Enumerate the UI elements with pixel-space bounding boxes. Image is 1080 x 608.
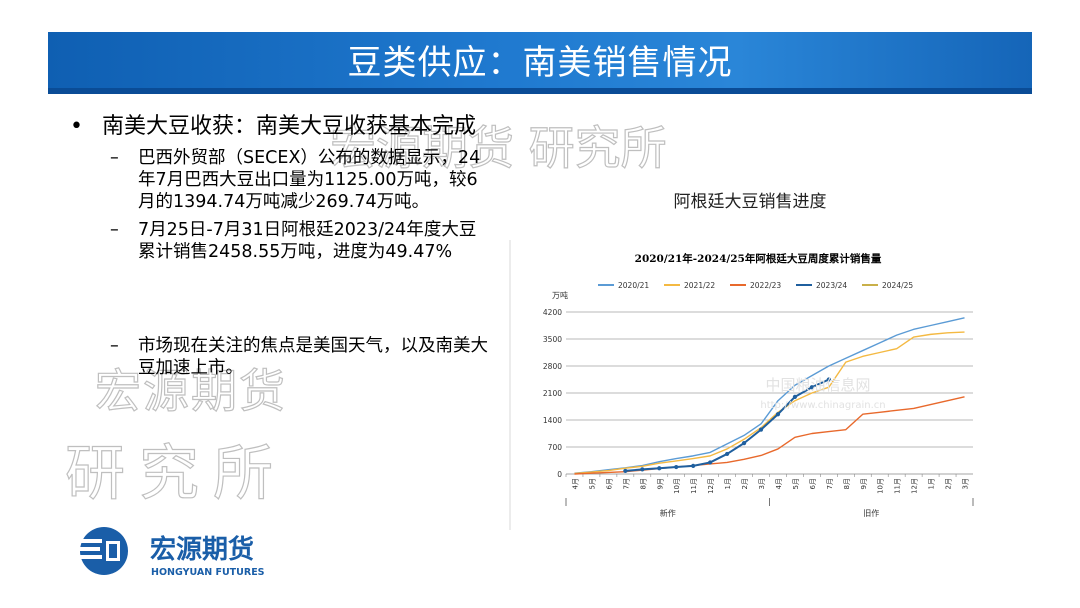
x-tick-label: 3月: [758, 478, 766, 489]
series-point: [775, 412, 781, 417]
x-tick-label: 8月: [639, 478, 647, 489]
x-tick-label: 5月: [792, 478, 800, 489]
logo-square-inner: [109, 544, 117, 558]
x-group-label: 新作: [660, 508, 676, 518]
series-line: [574, 317, 965, 474]
x-tick-label: 3月: [962, 478, 970, 489]
slide-title: 豆类供应：南美销售情况: [347, 43, 733, 83]
chart-legend: 2020/21 2021/22 2022/23 2023/24 2024/25: [598, 281, 913, 290]
series-point: [725, 451, 730, 457]
x-tick-label: 11月: [894, 478, 902, 494]
legend-label: 2020/21: [618, 281, 649, 290]
slide-header: 豆类供应：南美销售情况: [48, 32, 1032, 94]
bullet-item: • 南美大豆收获：南美大豆收获基本完成: [70, 112, 490, 141]
x-tick-label: 8月: [843, 478, 851, 489]
y-tick-label: 0: [557, 470, 562, 479]
series-point: [674, 464, 679, 470]
x-tick-label: 1月: [928, 478, 936, 489]
series-point: [623, 468, 628, 474]
series-point: [691, 463, 696, 468]
x-tick-label: 2月: [741, 478, 749, 489]
legend-label: 2022/23: [750, 281, 781, 290]
x-tick-label: 5月: [588, 478, 596, 489]
x-tick-label: 10月: [673, 478, 681, 494]
chart-title: 2020/21年-2024/25年阿根廷大豆周度累计销售量: [635, 252, 882, 265]
x-group-label: 旧作: [863, 508, 879, 518]
watermark-left-2: 研究所: [64, 438, 287, 509]
series-point: [741, 441, 747, 446]
y-tick-label: 2100: [543, 389, 562, 398]
x-tick-label: 2月: [945, 478, 953, 489]
series-point: [826, 377, 831, 382]
y-axis-ticks: 0 700 1400 2100 2800 3500 4200: [543, 308, 562, 479]
logo-stripe: [80, 547, 100, 551]
watermark-top: 宏源期货 研究所: [329, 120, 667, 175]
legend-label: 2023/24: [816, 281, 847, 290]
watermark-left-1: 宏源期货: [94, 363, 287, 418]
y-tick-label: 1400: [543, 416, 562, 425]
chart-watermark-brand: 中国粮油信息网: [765, 376, 870, 394]
sub-bullet-marker: –: [110, 148, 119, 168]
sub-bullet-item: – 7月25日-7月31日阿根廷2023/24年度大豆累计销售2458.55万吨…: [70, 219, 490, 263]
logo-cn-text: 宏源期货: [150, 534, 254, 565]
company-logo: 宏源期货 HONGYUAN FUTURES: [72, 525, 312, 581]
chart-caption: 阿根廷大豆销售进度: [673, 192, 827, 212]
x-tick-label: 1月: [724, 478, 732, 489]
sub-bullet-item: – 巴西外贸部（SECEX）公布的数据显示，24年7月巴西大豆出口量为1125.…: [70, 147, 490, 213]
series-point: [809, 385, 814, 390]
x-axis-ticks: 4月 5月 6月 7月 8月 9月 10月 11月 12月 1月 2月 3月 4月 5月 6月 7月 8月 9月 1…: [565, 474, 970, 494]
x-tick-label: 10月: [877, 478, 885, 494]
x-axis-groups: 新作 旧作: [565, 498, 974, 518]
sub-bullet-marker: –: [110, 336, 119, 356]
x-tick-label: 12月: [911, 478, 919, 494]
chart-watermark-url: http://www.chinagrain.cn: [760, 400, 885, 411]
y-tick-label: 3500: [543, 335, 562, 344]
sub-bullet-marker: –: [110, 220, 119, 240]
x-tick-label: 6月: [809, 478, 817, 489]
logo-mark: 宏源期货 HONGYUAN FUTURES: [80, 527, 265, 578]
bullet-text-harvest: 南美大豆收获：南美大豆收获基本完成: [102, 114, 477, 139]
x-tick-label: 9月: [860, 478, 868, 489]
y-tick-label: 2800: [543, 362, 562, 371]
chart-series: [574, 317, 965, 475]
sub-bullet-text-argentina-sales: 7月25日-7月31日阿根廷2023/24年度大豆累计销售2458.55万吨，进…: [138, 220, 477, 262]
legend-label: 2021/22: [684, 281, 715, 290]
y-tick-label: 700: [548, 443, 563, 452]
series-point: [708, 460, 713, 465]
x-tick-label: 4月: [571, 478, 579, 489]
series-point: [758, 427, 764, 432]
x-tick-label: 6月: [605, 478, 613, 489]
y-tick-label: 4200: [543, 308, 562, 317]
x-tick-label: 12月: [707, 478, 715, 494]
chart-container: 2020/21年-2024/25年阿根廷大豆周度累计销售量 2020/21 202…: [508, 240, 1008, 530]
x-tick-label: 11月: [690, 478, 698, 494]
logo-stripe: [80, 539, 102, 543]
sales-progress-chart: 2020/21年-2024/25年阿根廷大豆周度累计销售量 2020/21 202…: [509, 240, 974, 530]
x-tick-label: 4月: [775, 478, 783, 489]
bullet-list: • 南美大豆收获：南美大豆收获基本完成 – 巴西外贸部（SECEX）公布的数据显…: [70, 112, 490, 379]
legend-label: 2024/25: [882, 281, 913, 290]
series-line: [574, 331, 965, 475]
sub-bullet-text-brazil-exports: 巴西外贸部（SECEX）公布的数据显示，24年7月巴西大豆出口量为1125.00…: [138, 148, 481, 212]
logo-stripe: [80, 555, 102, 559]
x-tick-label: 7月: [826, 478, 834, 489]
x-tick-label: 7月: [622, 478, 630, 489]
series-point: [640, 467, 645, 472]
bullet-marker: •: [70, 114, 83, 139]
sub-bullet-item: – 市场现在关注的焦点是美国天气，以及南美大豆加速上市。: [70, 335, 490, 379]
logo-en-text: HONGYUAN FUTURES: [151, 567, 265, 578]
y-axis-label: 万吨: [552, 290, 568, 300]
series-point: [657, 466, 662, 471]
header-band: [48, 88, 1032, 94]
sub-bullet-text-market-focus: 市场现在关注的焦点是美国天气，以及南美大豆加速上市。: [138, 336, 488, 378]
x-tick-label: 9月: [656, 478, 664, 489]
series-point: [792, 394, 798, 399]
